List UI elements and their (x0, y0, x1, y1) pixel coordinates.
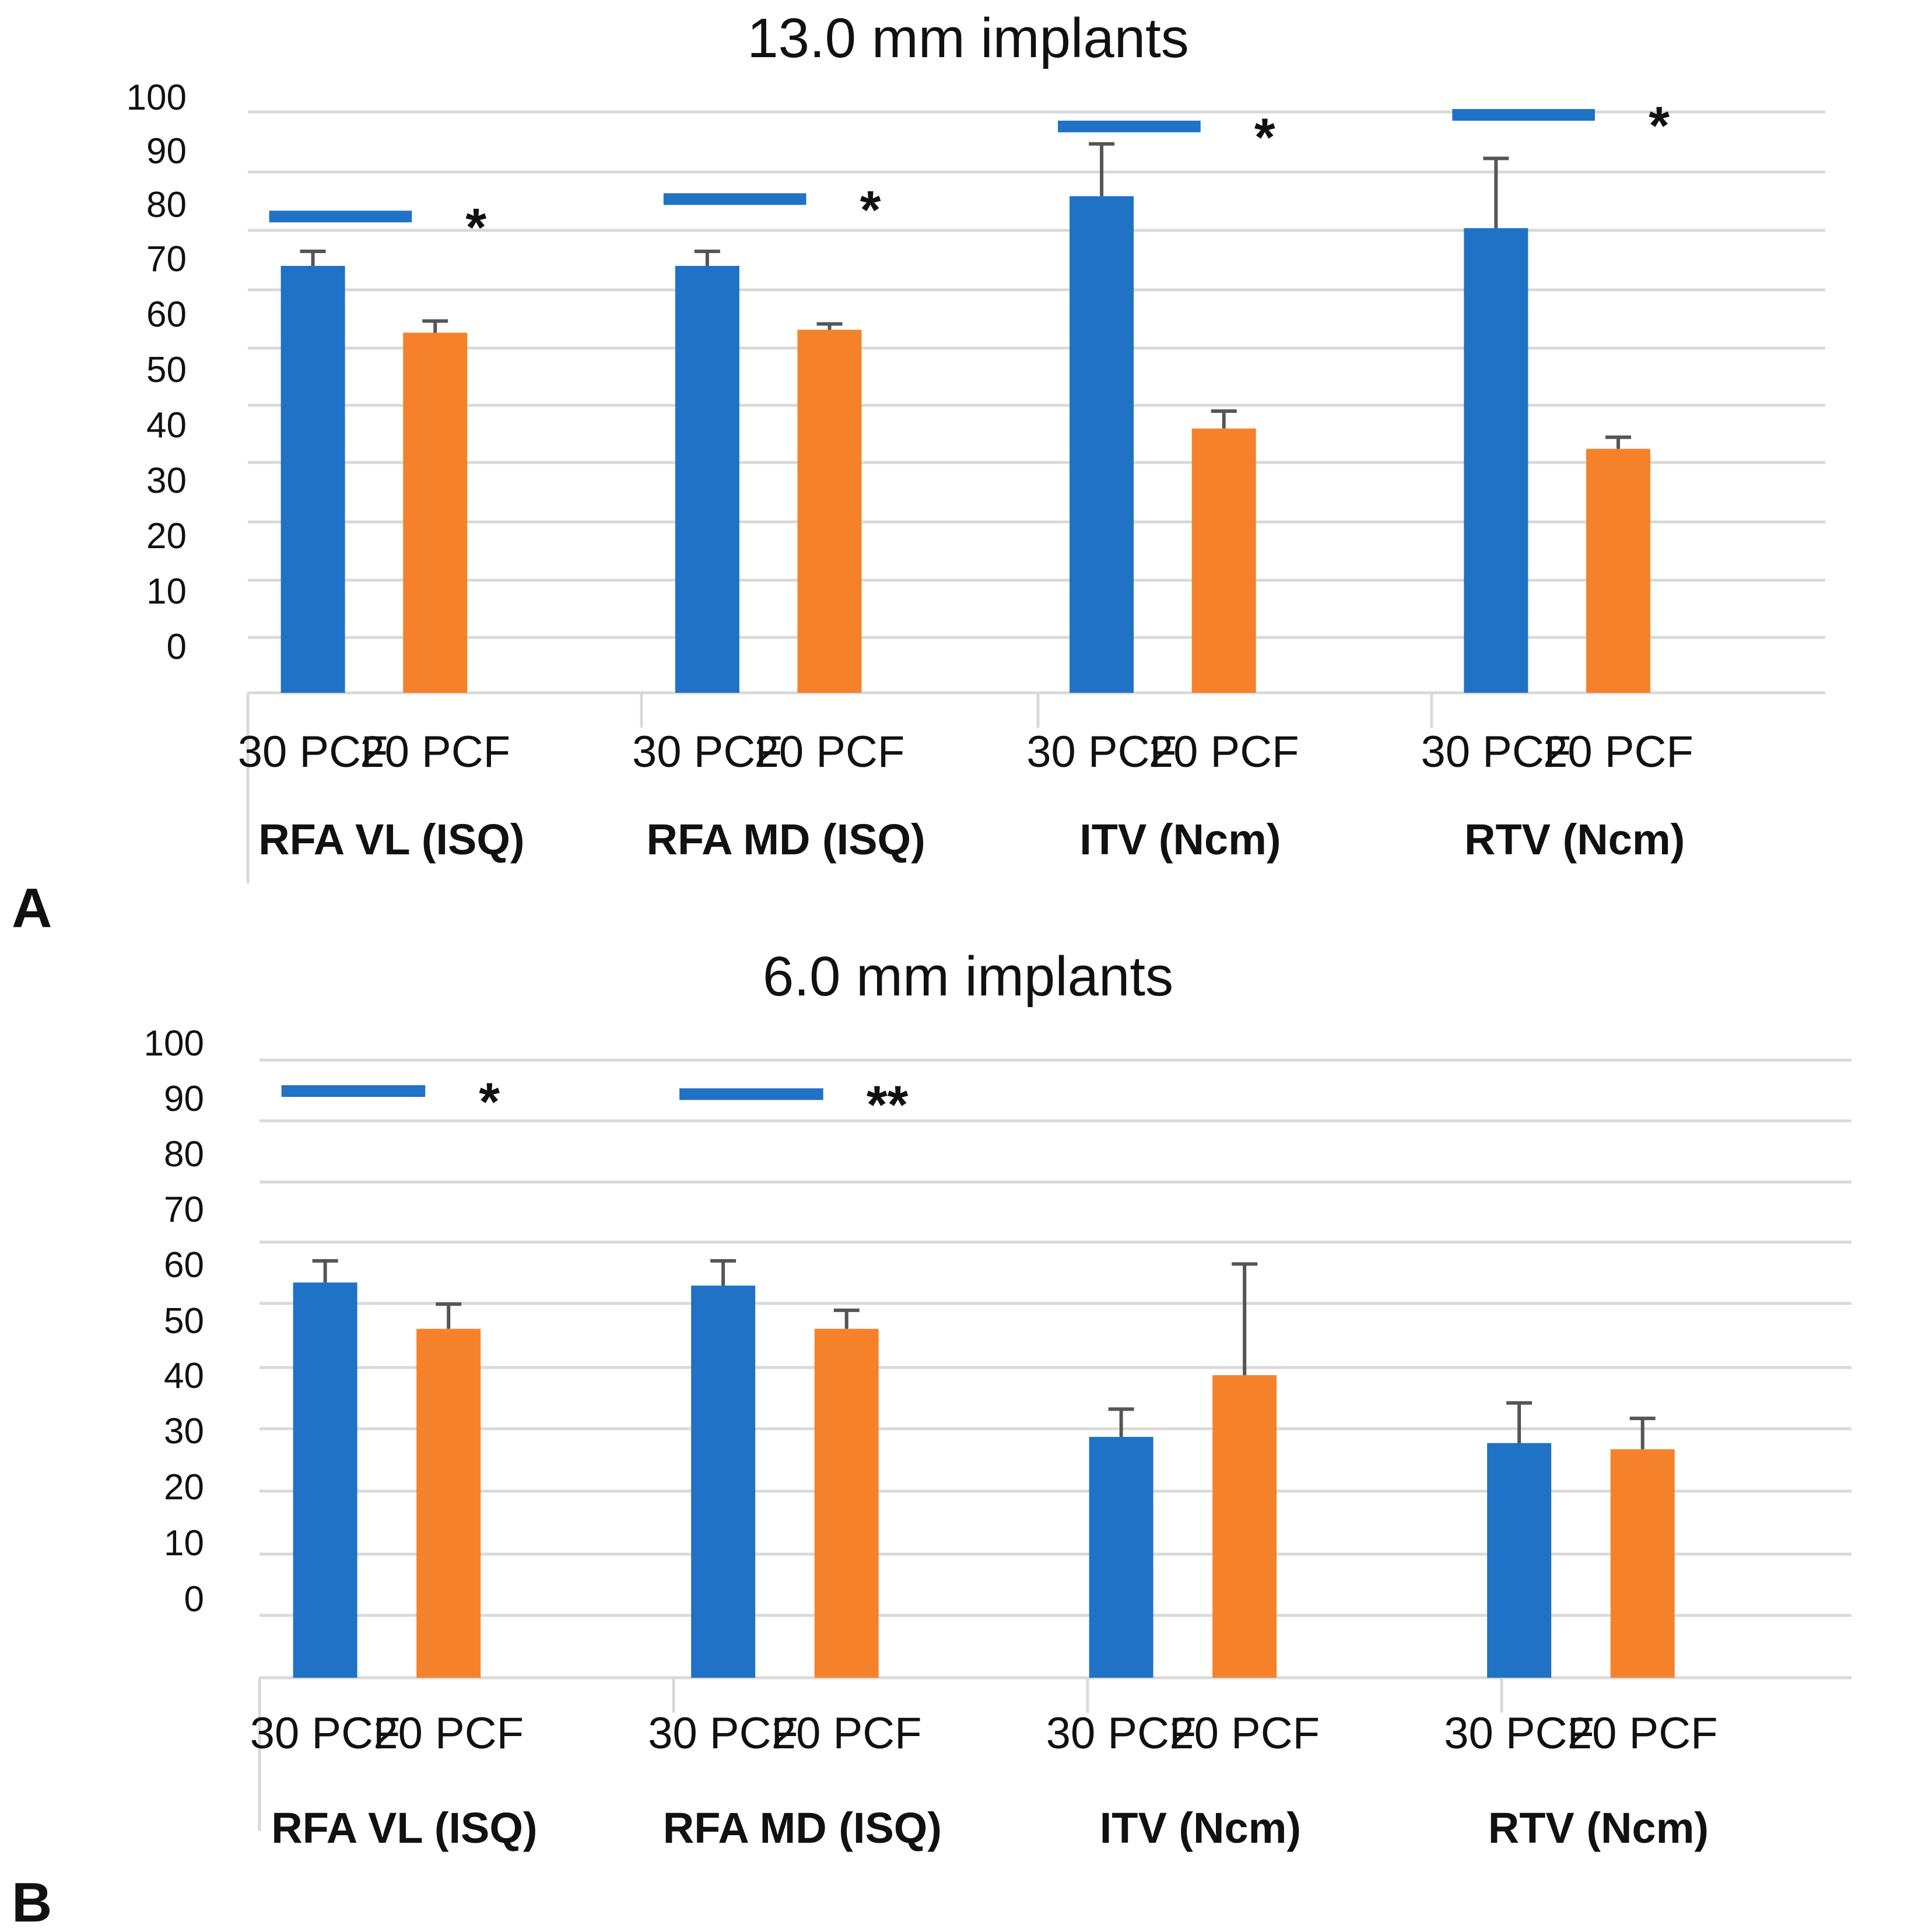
significance-line (281, 1085, 426, 1097)
bar-blue (1464, 228, 1528, 693)
significance-marker: ** (867, 1075, 909, 1135)
x-category-label: 30 PCF (632, 727, 783, 777)
x-group-label: RFA VL (ISQ) (258, 815, 524, 864)
significance-marker: * (860, 180, 881, 240)
y-tick-label: 10 (146, 571, 187, 612)
significance-line (1452, 108, 1595, 121)
significance-marker: * (1254, 108, 1275, 167)
significance-marker: * (479, 1072, 500, 1132)
y-tick-label: 70 (164, 1190, 204, 1230)
y-tick-label: 40 (146, 405, 187, 446)
bar-orange (797, 329, 862, 693)
panel-label: A (12, 877, 52, 939)
y-tick-label: 40 (164, 1356, 204, 1396)
bar-blue (675, 265, 739, 693)
y-tick-label: 90 (164, 1079, 204, 1119)
y-tick-label: 70 (146, 239, 187, 279)
x-group-label: RFA MD (ISQ) (663, 1804, 942, 1852)
panel-label: B (12, 1871, 52, 1932)
x-category-label: 30 PCF (1444, 1709, 1594, 1758)
significance-line (663, 193, 807, 205)
chart-panel-a: 13.0 mm implants 0 10 20 30 40 50 60 70 80 90 100 30… (12, 7, 1825, 939)
bar-orange (1212, 1375, 1277, 1678)
y-tick-label: 90 (146, 131, 187, 171)
y-tick-label: 0 (167, 627, 187, 667)
y-tick-label: 60 (164, 1245, 204, 1285)
y-tick-label: 100 (127, 78, 187, 118)
x-category-label: 20 PCF (360, 727, 510, 777)
x-category-label: 20 PCF (1543, 727, 1693, 777)
x-group-label: RFA MD (ISQ) (647, 815, 925, 864)
bar-orange (416, 1328, 481, 1678)
chart-panel-b: 6.0 mm implants 0 10 20 30 40 50 60 70 80 90 100 30 … (12, 945, 1852, 1932)
x-category-label: 20 PCF (1568, 1709, 1718, 1758)
significance-line (679, 1088, 823, 1100)
bar-orange (403, 332, 468, 693)
x-group-label: RTV (Ncm) (1488, 1804, 1709, 1852)
y-tick-label: 60 (146, 294, 187, 335)
x-group-label: ITV (Ncm) (1100, 1804, 1301, 1852)
significance-marker: * (1649, 96, 1670, 156)
x-group-label: RFA VL (ISQ) (271, 1804, 537, 1852)
significance-line (1058, 120, 1201, 132)
y-tick-label: 10 (164, 1523, 204, 1563)
y-tick-label: 50 (146, 350, 187, 390)
y-tick-label: 30 (146, 461, 187, 501)
bar-blue (691, 1285, 756, 1678)
x-category-label: 20 PCF (772, 1709, 922, 1758)
significance-marker: * (465, 198, 486, 257)
x-category-label: 30 PCF (648, 1709, 798, 1758)
y-tick-label: 80 (146, 185, 187, 225)
x-category-label: 20 PCF (373, 1709, 524, 1758)
x-group-label: ITV (Ncm) (1079, 815, 1281, 864)
bar-blue (1487, 1443, 1552, 1678)
bar-blue (1089, 1436, 1153, 1678)
x-category-label: 20 PCF (1169, 1709, 1320, 1758)
y-tick-label: 0 (184, 1579, 204, 1619)
bar-blue (280, 265, 345, 693)
x-category-label: 30 PCF (1046, 1709, 1197, 1758)
bar-orange (1586, 448, 1650, 693)
x-category-label: 30 PCF (1026, 727, 1177, 777)
y-tick-label: 50 (164, 1301, 204, 1341)
x-group-label: RTV (Ncm) (1464, 815, 1685, 864)
x-category-label: 20 PCF (755, 727, 905, 777)
y-tick-label: 80 (164, 1134, 204, 1174)
x-category-label: 30 PCF (250, 1709, 401, 1758)
bar-orange (814, 1328, 879, 1678)
bar-orange (1191, 428, 1256, 693)
y-tick-label: 20 (164, 1467, 204, 1507)
x-category-label: 30 PCF (1421, 727, 1572, 777)
bar-blue (293, 1282, 357, 1678)
bar-blue (1070, 196, 1134, 693)
y-tick-label: 100 (144, 1023, 204, 1064)
y-tick-label: 30 (164, 1411, 204, 1451)
x-category-label: 30 PCF (238, 727, 388, 777)
x-category-label: 20 PCF (1149, 727, 1299, 777)
chart-title: 13.0 mm implants (747, 7, 1189, 69)
significance-line (269, 211, 412, 223)
chart-title: 6.0 mm implants (763, 945, 1173, 1008)
bar-orange (1610, 1449, 1675, 1678)
y-tick-label: 20 (146, 516, 187, 556)
